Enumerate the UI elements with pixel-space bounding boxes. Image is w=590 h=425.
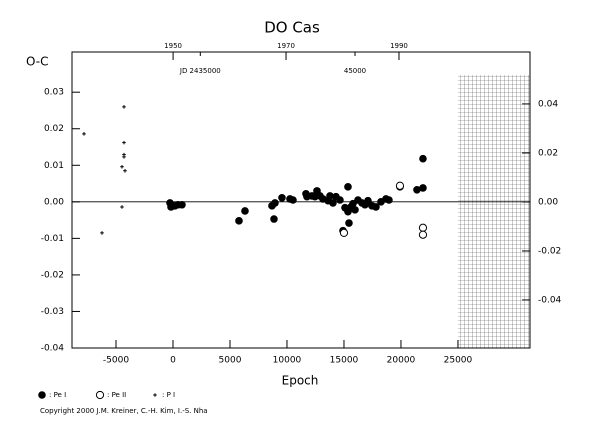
y2-tick-label: -0.04: [538, 295, 562, 305]
y-tick-label: -0.03: [41, 307, 64, 317]
data-point: [395, 181, 405, 190]
y-tick-label: 0.03: [44, 88, 64, 98]
data-point: [344, 183, 352, 191]
data-point: [339, 228, 349, 237]
data-point: [278, 194, 286, 202]
data-point: [122, 105, 126, 109]
data-point: [372, 203, 380, 211]
data-point: [235, 217, 243, 225]
data-point: [120, 164, 124, 169]
y2-tick-label: 0.04: [538, 99, 558, 109]
x-tick-label: 10000: [273, 356, 302, 366]
y2-tick-label: -0.02: [538, 246, 561, 256]
data-point: [351, 206, 359, 214]
legend-marker: [38, 391, 46, 399]
data-point: [345, 219, 353, 227]
legend-marker: [95, 390, 105, 400]
y-axis-title: O-C: [26, 55, 49, 69]
x-axis-title: Epoch: [282, 374, 319, 388]
data-point: [336, 196, 344, 204]
jd-tick-label: JD 2435000: [179, 67, 221, 75]
y-tick-label: -0.02: [41, 270, 64, 280]
data-point: [122, 140, 126, 145]
x-tick-label: -5000: [103, 356, 129, 366]
data-point: [100, 231, 104, 235]
data-point: [418, 223, 428, 232]
year-tick-label: 1970: [277, 42, 295, 50]
y-tick-label: 0.00: [44, 197, 64, 207]
x-tick-label: 25000: [444, 356, 473, 366]
legend-label: : Pe II: [107, 391, 126, 399]
data-point: [122, 155, 126, 159]
y-tick-label: 0.01: [44, 161, 64, 171]
y2-tick-label: 0.02: [538, 148, 558, 158]
future-region: [458, 75, 530, 348]
data-point: [364, 196, 372, 205]
data-point: [413, 185, 421, 194]
legend-label: : P I: [162, 391, 175, 399]
data-point: [419, 154, 427, 163]
jd-tick-label: 45000: [344, 67, 366, 75]
data-point: [326, 192, 334, 200]
data-point: [123, 168, 127, 173]
y2-tick-label: 0.00: [538, 197, 558, 207]
data-point: [385, 196, 393, 204]
data-point: [82, 132, 86, 136]
data-point: [270, 215, 278, 223]
chart-title: DO Cas: [264, 19, 320, 37]
y-tick-label: 0.02: [44, 124, 64, 134]
y-tick-label: -0.01: [41, 234, 64, 244]
year-tick-label: 1990: [390, 42, 408, 50]
x-tick-label: 5000: [219, 356, 242, 366]
legend-label: : Pe I: [49, 391, 66, 399]
data-point: [271, 199, 279, 207]
x-tick-label: 15000: [330, 356, 359, 366]
data-point: [241, 207, 249, 215]
data-point: [419, 184, 427, 192]
data-point: [418, 230, 428, 239]
plot-frame: [71, 51, 531, 349]
data-point: [178, 200, 186, 209]
copyright: Copyright 2000 J.M. Kreiner, C.-H. Kim, …: [40, 407, 208, 415]
y-tick-label: -0.04: [41, 344, 65, 354]
data-point: [289, 196, 297, 204]
data-point: [120, 205, 124, 209]
data-point: [329, 199, 337, 207]
x-tick-label: 0: [170, 356, 176, 366]
legend-marker: [153, 393, 157, 397]
year-tick-label: 1950: [164, 42, 182, 50]
x-tick-label: 20000: [387, 356, 416, 366]
